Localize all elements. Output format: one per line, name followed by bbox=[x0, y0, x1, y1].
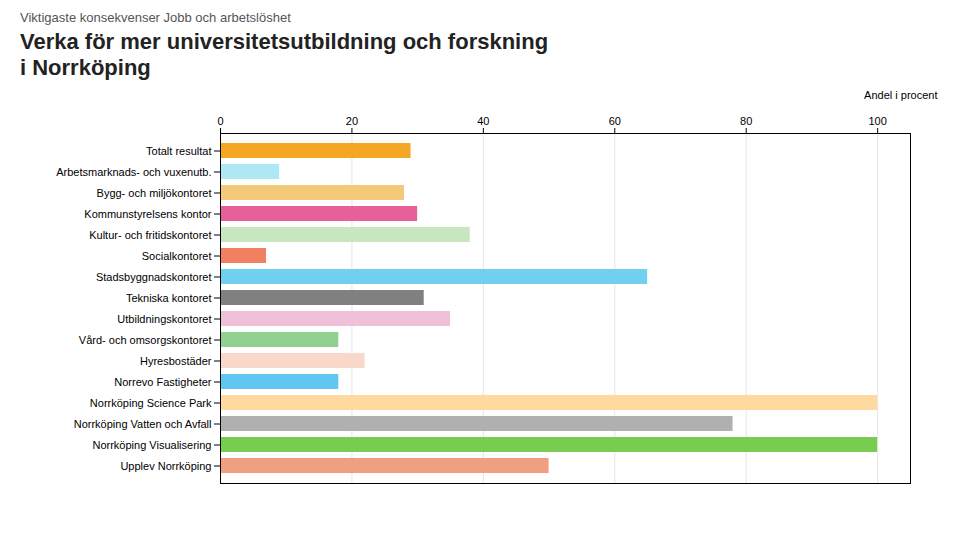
svg-text:Utbildningskontoret: Utbildningskontoret bbox=[117, 312, 211, 324]
svg-text:Hyresbostäder: Hyresbostäder bbox=[140, 354, 212, 366]
svg-text:Upplev Norrköping: Upplev Norrköping bbox=[120, 459, 211, 471]
svg-text:20: 20 bbox=[346, 114, 358, 126]
svg-text:Norrevo Fastigheter: Norrevo Fastigheter bbox=[114, 375, 212, 387]
svg-text:Norrköping Science Park: Norrköping Science Park bbox=[90, 396, 212, 408]
svg-text:Norrköping Visualisering: Norrköping Visualisering bbox=[92, 438, 211, 450]
svg-text:80: 80 bbox=[740, 114, 752, 126]
svg-text:Totalt resultat: Totalt resultat bbox=[146, 144, 211, 156]
svg-text:Tekniska kontoret: Tekniska kontoret bbox=[126, 291, 212, 303]
svg-text:Vård- och omsorgskontoret: Vård- och omsorgskontoret bbox=[79, 333, 212, 345]
svg-text:Stadsbyggnadskontoret: Stadsbyggnadskontoret bbox=[96, 270, 212, 282]
svg-text:40: 40 bbox=[477, 114, 489, 126]
html-text:Viktigaste konsekvenser Jobb o: Viktigaste konsekvenser Jobb och arbetsl… bbox=[20, 10, 291, 25]
svg-text:Kultur- och fritidskontoret: Kultur- och fritidskontoret bbox=[89, 228, 211, 240]
svg-text:Arbetsmarknads- och vuxenutb.: Arbetsmarknads- och vuxenutb. bbox=[56, 165, 211, 177]
svg-text:60: 60 bbox=[609, 114, 621, 126]
svg-text:Kommunstyrelsens kontor: Kommunstyrelsens kontor bbox=[84, 207, 211, 219]
svg-text:Socialkontoret: Socialkontoret bbox=[142, 249, 212, 261]
html-text:Verka för mer universitetsutbi: Verka för mer universitetsutbildning och… bbox=[20, 29, 549, 81]
svg-text:0: 0 bbox=[217, 114, 223, 126]
svg-text:Bygg- och miljökontoret: Bygg- och miljökontoret bbox=[97, 186, 212, 198]
svg-text:100: 100 bbox=[868, 114, 886, 126]
svg-text:Norrköping Vatten och Avfall: Norrköping Vatten och Avfall bbox=[74, 417, 212, 429]
svg-text:Andel i procent: Andel i procent bbox=[864, 89, 937, 101]
